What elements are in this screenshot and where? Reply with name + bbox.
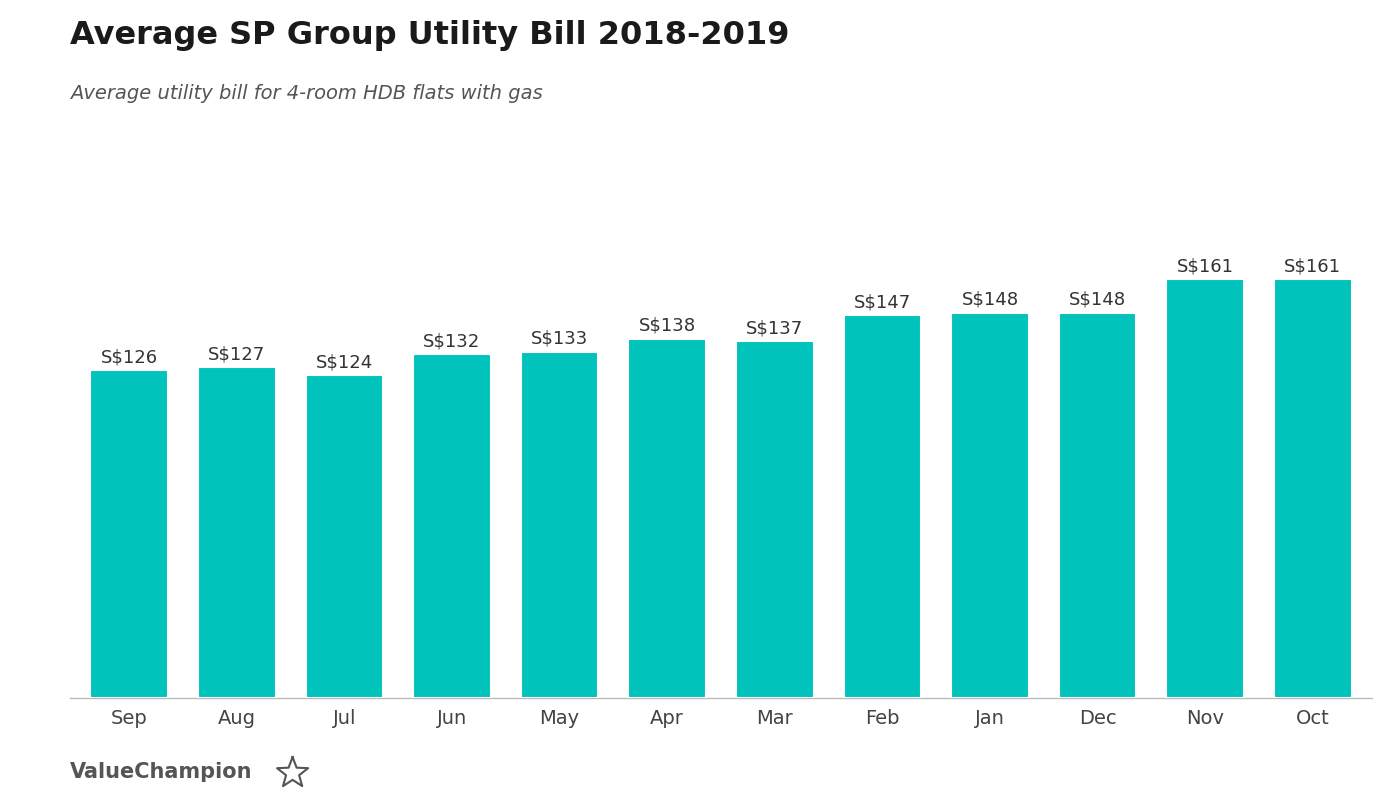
Text: S$147: S$147 [854,294,911,311]
Text: S$124: S$124 [316,354,372,371]
Text: S$148: S$148 [1070,291,1126,309]
Text: S$137: S$137 [746,319,804,338]
Bar [844,315,921,698]
Bar [1058,313,1137,698]
Text: ValueChampion: ValueChampion [70,762,252,782]
Text: S$127: S$127 [209,346,266,363]
Text: S$133: S$133 [531,330,588,348]
Text: S$138: S$138 [638,317,696,335]
Text: S$161: S$161 [1284,257,1341,275]
Text: S$161: S$161 [1177,257,1233,275]
Bar [736,342,813,698]
Bar [197,367,276,698]
Text: Average utility bill for 4-room HDB flats with gas: Average utility bill for 4-room HDB flat… [70,84,543,103]
Text: S$148: S$148 [962,291,1019,309]
Bar [629,338,706,698]
Bar [1166,279,1245,698]
Text: Average SP Group Utility Bill 2018-2019: Average SP Group Utility Bill 2018-2019 [70,20,790,51]
Text: S$126: S$126 [101,348,158,366]
Bar [521,352,598,698]
Bar [413,354,491,698]
Text: S$132: S$132 [423,333,480,350]
Bar [91,370,168,698]
Bar [305,375,384,698]
Bar [951,313,1029,698]
Bar [1274,279,1351,698]
